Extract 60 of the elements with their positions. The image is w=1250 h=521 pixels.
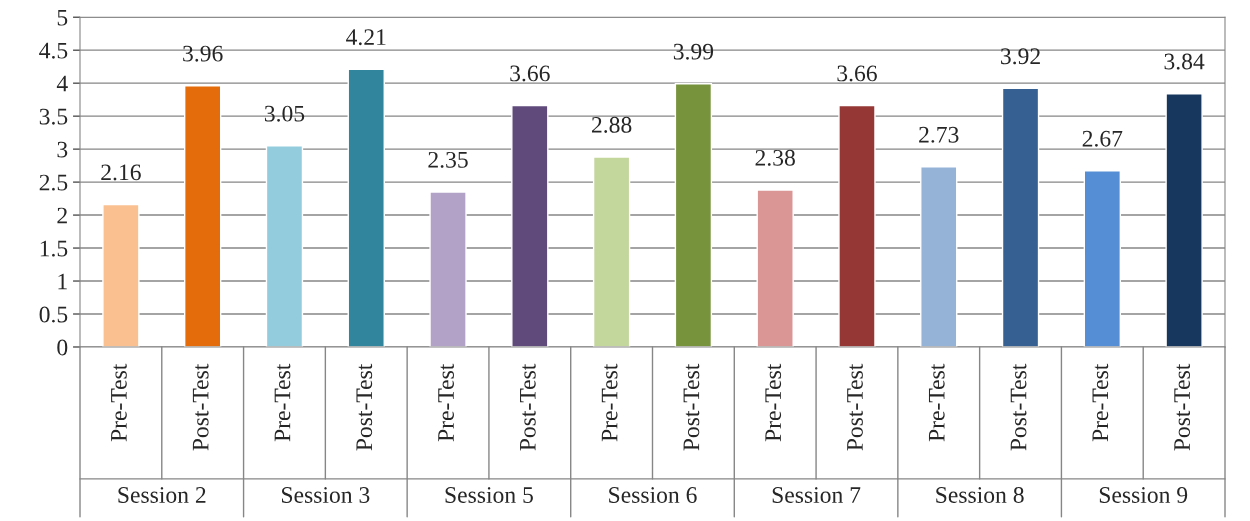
x-tick-label: Pre-Test bbox=[601, 363, 618, 442]
y-tick-label: 4 bbox=[56, 75, 68, 92]
bar bbox=[429, 191, 467, 347]
data-label: 2.73 bbox=[919, 126, 959, 143]
bar bbox=[674, 83, 713, 347]
x-tick-label: Post-Test bbox=[683, 363, 700, 451]
text: Session 3 bbox=[282, 487, 370, 503]
text: Session 6 bbox=[609, 487, 697, 503]
x-tick-label: Post-Test bbox=[1010, 363, 1027, 451]
bar bbox=[756, 189, 794, 347]
y-tick-label: 3.5 bbox=[39, 108, 68, 125]
text: Session 5 bbox=[445, 487, 533, 503]
text: Session 9 bbox=[1099, 487, 1188, 503]
data-label: 3.99 bbox=[673, 43, 714, 60]
bar bbox=[920, 166, 958, 347]
data-label: 3.96 bbox=[183, 45, 223, 62]
x-tick-label: Pre-Test bbox=[928, 363, 945, 442]
data-label: 2.88 bbox=[591, 116, 632, 133]
x-tick-label: Post-Test bbox=[847, 363, 863, 451]
x-tick-label: Post-Test bbox=[192, 363, 209, 451]
y-tick-label: 1 bbox=[58, 273, 67, 290]
bar bbox=[183, 85, 222, 347]
data-label: 3.84 bbox=[1164, 53, 1205, 70]
x-tick-label: Pre-Test bbox=[1092, 363, 1109, 442]
data-label: 3.66 bbox=[837, 65, 877, 82]
data-label: 3.05 bbox=[264, 105, 305, 122]
data-label: 2.16 bbox=[101, 164, 141, 181]
bar bbox=[1001, 87, 1040, 347]
data-label: 2.35 bbox=[428, 151, 468, 168]
bar bbox=[1083, 170, 1122, 347]
y-tick-label: 2.5 bbox=[39, 174, 68, 191]
data-label: 2.38 bbox=[755, 149, 795, 166]
bar bbox=[102, 203, 140, 347]
data-label: 3.66 bbox=[510, 65, 550, 82]
x-tick-label: Post-Test bbox=[356, 363, 373, 451]
y-tick-label: 5 bbox=[57, 9, 68, 26]
x-tick-label: Pre-Test bbox=[274, 363, 291, 442]
data-label: 2.67 bbox=[1082, 130, 1123, 147]
x-tick-label: Post-Test bbox=[520, 363, 536, 451]
x-tick-label: Pre-Test bbox=[438, 363, 454, 442]
x-tick-label: Pre-Test bbox=[765, 363, 782, 442]
y-tick-label: 3 bbox=[57, 141, 68, 158]
y-tick-label: 0.5 bbox=[39, 306, 68, 323]
x-tick-label: Post-Test bbox=[1174, 363, 1191, 451]
y-tick-label: 0 bbox=[57, 339, 68, 356]
data-label: 4.21 bbox=[346, 29, 386, 46]
y-tick-label: 2 bbox=[57, 207, 67, 224]
bar bbox=[592, 156, 631, 347]
bar bbox=[838, 104, 876, 347]
text: Session 8 bbox=[936, 487, 1024, 503]
y-tick-label: 4.5 bbox=[39, 42, 68, 59]
text: Session 7 bbox=[772, 487, 861, 503]
bar bbox=[1165, 93, 1203, 347]
bar bbox=[511, 104, 549, 347]
y-tick-label: 1.5 bbox=[40, 240, 68, 257]
data-label: 3.92 bbox=[1001, 48, 1040, 65]
bar bbox=[265, 145, 304, 347]
text: Session 2 bbox=[118, 487, 206, 503]
x-tick-label: Pre-Test bbox=[111, 363, 127, 442]
bar bbox=[347, 68, 385, 347]
